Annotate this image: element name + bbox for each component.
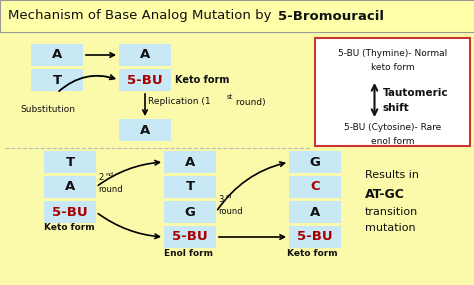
Text: C: C (310, 180, 320, 194)
Text: Substitution: Substitution (20, 105, 75, 115)
Text: AT-GC: AT-GC (365, 188, 405, 201)
Text: enol form: enol form (371, 137, 414, 146)
Bar (164, 201, 216, 223)
Text: 5-BU: 5-BU (172, 231, 208, 243)
Text: A: A (140, 48, 150, 62)
Text: shift: shift (383, 103, 409, 113)
Bar (119, 69, 171, 91)
Text: round: round (218, 207, 243, 217)
Text: 3: 3 (218, 196, 223, 205)
Text: rd: rd (225, 194, 231, 198)
Text: Results in: Results in (365, 170, 419, 180)
Bar (119, 44, 171, 66)
Text: transition: transition (365, 207, 418, 217)
Bar (31, 69, 83, 91)
Text: A: A (52, 48, 62, 62)
Bar (289, 226, 341, 248)
Text: 5-BU (Thymine)- Normal: 5-BU (Thymine)- Normal (338, 50, 447, 58)
Text: A: A (310, 205, 320, 219)
Text: 5-BU: 5-BU (297, 231, 333, 243)
Text: st: st (227, 94, 233, 100)
Text: Enol form: Enol form (164, 249, 213, 258)
Text: Keto form: Keto form (44, 223, 95, 233)
Bar (0, 0, 474, 32)
Bar (31, 44, 83, 66)
Text: G: G (184, 205, 195, 219)
Text: Tautomeric: Tautomeric (383, 88, 448, 98)
Bar (44, 151, 96, 173)
Text: 2: 2 (98, 174, 103, 182)
Text: 5-BU: 5-BU (127, 74, 163, 87)
Bar (315, 38, 470, 146)
Text: Keto form: Keto form (175, 75, 229, 85)
Bar (119, 119, 171, 141)
Text: 5-BU: 5-BU (52, 205, 88, 219)
Bar (164, 176, 216, 198)
Text: A: A (140, 123, 150, 137)
Bar (44, 176, 96, 198)
Bar (289, 176, 341, 198)
Text: Mechanism of Base Analog Mutation by: Mechanism of Base Analog Mutation by (8, 9, 276, 23)
Text: mutation: mutation (365, 223, 416, 233)
Bar (44, 201, 96, 223)
Text: nd: nd (105, 172, 113, 176)
Bar (164, 151, 216, 173)
Text: round: round (98, 186, 123, 194)
Bar (289, 201, 341, 223)
Text: round): round) (233, 97, 265, 107)
Text: T: T (53, 74, 62, 87)
Text: T: T (185, 180, 194, 194)
Text: keto form: keto form (371, 62, 414, 72)
Text: Replication (1: Replication (1 (148, 97, 210, 107)
Text: T: T (65, 156, 74, 168)
Bar (289, 151, 341, 173)
Text: 5-Bromouracil: 5-Bromouracil (278, 9, 384, 23)
Text: A: A (65, 180, 75, 194)
Text: Keto form: Keto form (287, 249, 337, 258)
Text: A: A (185, 156, 195, 168)
Text: 5-BU (Cytosine)- Rare: 5-BU (Cytosine)- Rare (344, 123, 441, 133)
Bar (164, 226, 216, 248)
Text: G: G (310, 156, 320, 168)
